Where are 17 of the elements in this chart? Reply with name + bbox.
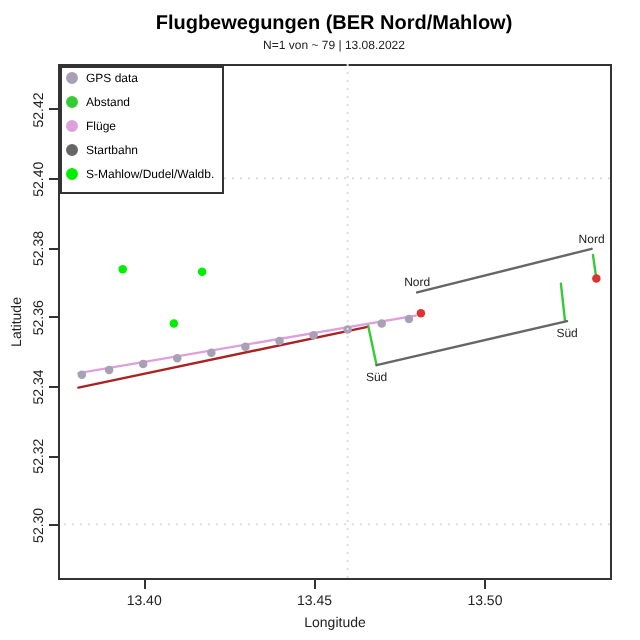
point bbox=[343, 325, 352, 334]
point bbox=[377, 319, 386, 328]
point bbox=[104, 365, 114, 375]
chart-title: Flugbewegungen (BER Nord/Mahlow) bbox=[155, 13, 513, 35]
point bbox=[404, 314, 414, 324]
point bbox=[241, 342, 250, 352]
point bbox=[77, 370, 87, 380]
point bbox=[207, 348, 216, 357]
point bbox=[169, 319, 179, 328]
point bbox=[309, 331, 318, 340]
point bbox=[197, 267, 207, 276]
point bbox=[118, 265, 127, 274]
point bbox=[416, 308, 426, 318]
point bbox=[592, 274, 601, 283]
point bbox=[275, 336, 284, 346]
point bbox=[138, 359, 148, 369]
point bbox=[173, 353, 182, 363]
